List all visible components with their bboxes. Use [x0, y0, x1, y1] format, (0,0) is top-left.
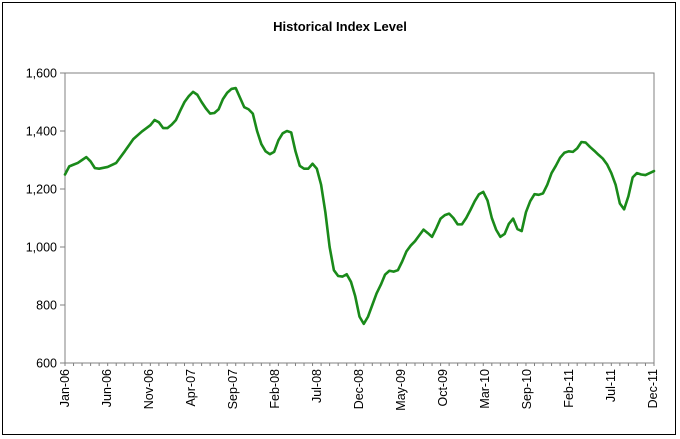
x-tick-label: Feb-11 [562, 369, 576, 408]
x-tick-label: Nov-06 [142, 369, 156, 409]
x-tick-label: Dec-11 [646, 369, 660, 408]
y-tick-label: 1,600 [26, 67, 57, 81]
x-tick-label: Jun-06 [100, 369, 114, 407]
x-tick-label: Jul-11 [604, 369, 618, 402]
plot-area [64, 72, 655, 364]
series-line [63, 86, 656, 326]
y-tick-label: 1,200 [26, 183, 57, 197]
x-tick-label: Jan-06 [58, 369, 72, 407]
x-tick-label: Apr-07 [184, 369, 198, 407]
y-tick-label: 600 [36, 357, 57, 371]
x-tick-label: Sep-07 [226, 369, 240, 409]
chart-title: Historical Index Level [273, 19, 407, 34]
x-tick-label: Dec-08 [352, 369, 366, 409]
x-tick-label: Feb-08 [268, 369, 282, 409]
y-tick-label: 1,000 [26, 241, 57, 255]
x-tick-label: Oct-09 [436, 369, 450, 407]
x-tick-label: Jul-08 [310, 369, 324, 403]
x-axis: Jan-06 Jun-06 Nov-06 Apr-07 Sep-07 Feb-08 Jul-… [58, 363, 660, 411]
y-tick-label: 1,400 [26, 125, 57, 139]
y-tick-label: 800 [36, 299, 57, 313]
x-tick-label: Sep-10 [520, 369, 534, 409]
x-tick-label: Mar-10 [478, 369, 492, 409]
x-tick-label: May-09 [394, 369, 408, 411]
y-axis: 600 800 1,000 1,200 1,400 1,600 [26, 67, 65, 371]
